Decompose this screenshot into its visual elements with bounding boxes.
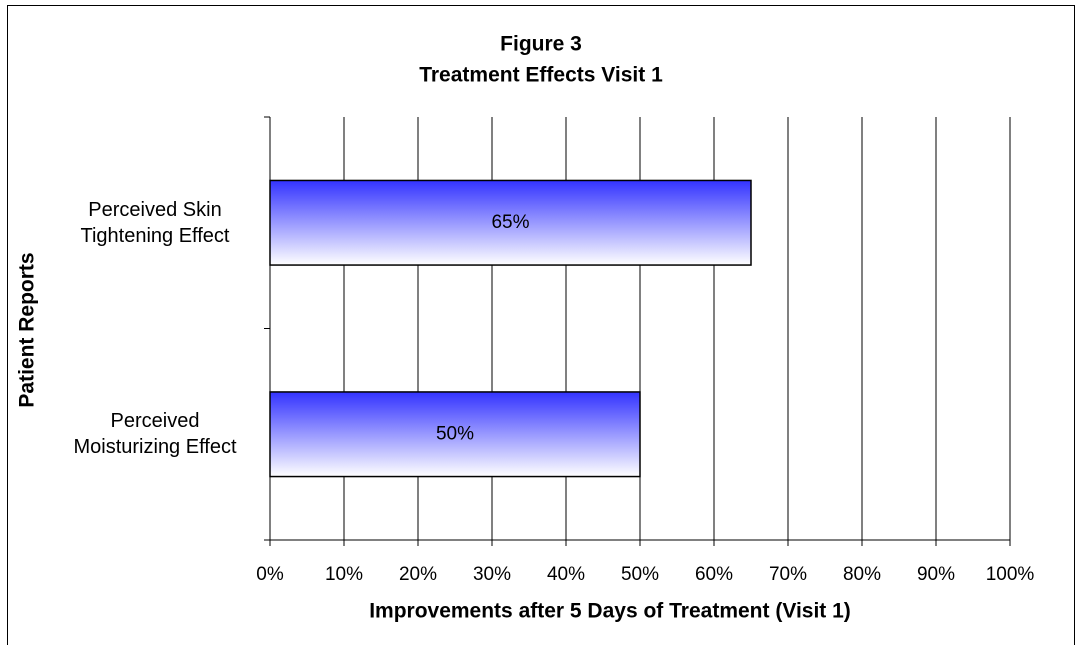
x-tick-label: 10%	[325, 564, 363, 585]
y-tick-label: Perceived Skin Tightening Effect	[80, 198, 230, 247]
bar	[269, 179, 752, 266]
chart-border	[7, 5, 1075, 645]
data-label: 50%	[436, 423, 474, 444]
y-axis-title: Patient Reports	[16, 252, 39, 407]
x-tick-label: 30%	[473, 564, 511, 585]
x-tick-label: 40%	[547, 564, 585, 585]
chart-subtitle: Treatment Effects Visit 1	[419, 64, 663, 87]
x-tick-label: 80%	[843, 564, 881, 585]
x-tick-label: 20%	[399, 564, 437, 585]
bar	[269, 391, 641, 478]
x-tick-label: 60%	[695, 564, 733, 585]
y-tick-label: Perceived Moisturizing Effect	[73, 410, 237, 459]
chart-title: Figure 3	[500, 33, 582, 56]
x-tick-label: 70%	[769, 564, 807, 585]
data-label: 65%	[491, 212, 529, 233]
x-tick-label: 90%	[917, 564, 955, 585]
x-tick-label: 50%	[621, 564, 659, 585]
x-tick-label: 0%	[256, 564, 284, 585]
x-tick-label: 100%	[986, 564, 1035, 585]
x-axis-title: Improvements after 5 Days of Treatment (…	[369, 600, 851, 623]
